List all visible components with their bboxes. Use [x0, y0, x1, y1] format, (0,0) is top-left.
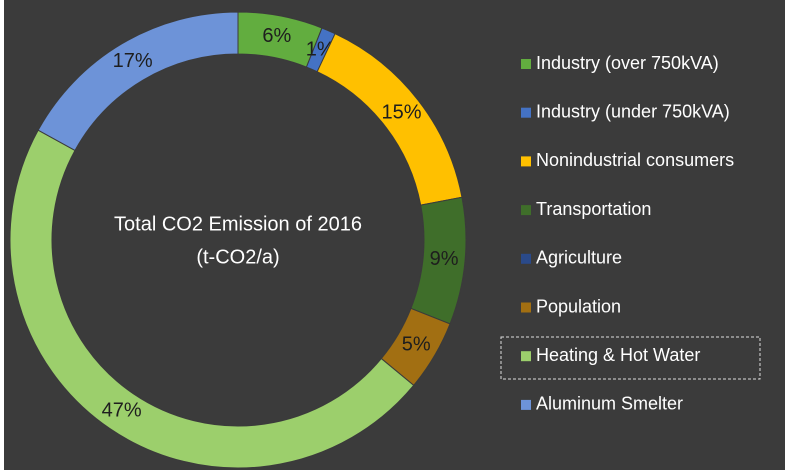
data-label: 47% — [102, 399, 142, 421]
legend-swatch — [521, 399, 531, 410]
chart-subtitle: (t-CO2/a) — [196, 246, 279, 268]
legend-swatch — [521, 59, 531, 69]
legend-label: Agriculture — [536, 248, 622, 268]
legend-label: Transportation — [536, 199, 651, 219]
legend-label: Nonindustrial consumers — [536, 150, 734, 170]
legend-swatch — [521, 205, 531, 216]
legend-swatch — [521, 107, 531, 118]
legend-swatch — [521, 302, 531, 313]
legend-swatch — [521, 351, 531, 362]
legend-swatch — [521, 253, 531, 264]
legend-label: Industry (over 750kVA) — [536, 53, 719, 73]
legend-selection — [500, 336, 761, 380]
legend-label: Population — [536, 296, 621, 316]
data-label: 17% — [113, 50, 153, 72]
donut-segment — [9, 129, 415, 469]
data-label: 5% — [402, 334, 431, 356]
data-label: 9% — [430, 248, 459, 270]
legend-label: Industry (under 750kVA) — [536, 101, 730, 121]
chart-title: Total CO2 Emission of 2016 — [114, 213, 362, 235]
legend-swatch — [521, 156, 531, 167]
donut-segment — [37, 11, 239, 152]
legend-label: Heating & Hot Water — [536, 345, 700, 365]
data-label: 6% — [262, 25, 291, 47]
data-label: 15% — [382, 101, 422, 123]
legend-label: Aluminum Smelter — [536, 394, 683, 414]
